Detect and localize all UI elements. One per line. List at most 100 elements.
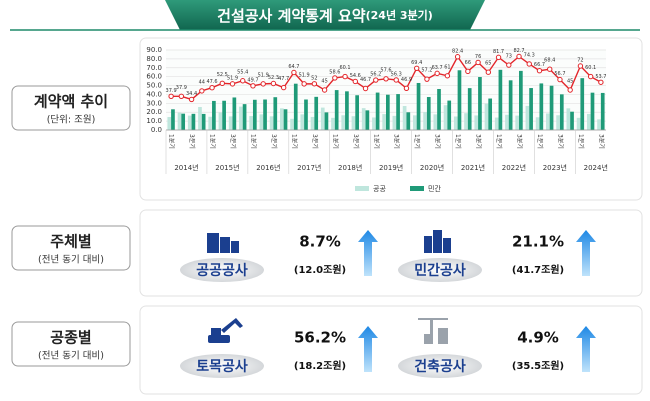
x-tick-label: 3분기 [270, 134, 278, 149]
name-disc [180, 354, 264, 378]
x-tick-label: 3분기 [352, 134, 360, 149]
data-label: 66 [465, 60, 471, 66]
total-point [485, 69, 492, 75]
total-point [587, 73, 594, 80]
bar [300, 114, 305, 130]
x-tick-label: 1분기 [168, 134, 176, 149]
total-point [219, 80, 225, 87]
total-point [188, 96, 195, 103]
name-disc [398, 354, 482, 378]
year-label: 2014년 [174, 163, 198, 172]
bar [252, 99, 257, 130]
data-label: 56.2 [370, 72, 381, 78]
total-point [577, 63, 584, 69]
x-tick-label: 1분기 [495, 134, 503, 149]
data-label: 45 [567, 79, 573, 85]
bar [535, 117, 540, 130]
data-label: 45 [321, 79, 327, 85]
y-tick-label: 70.0 [146, 64, 162, 72]
total-point [362, 85, 369, 92]
y-tick-label: 90.0 [146, 46, 162, 54]
item-name: 토목공사 [196, 359, 248, 375]
data-label: 82.4 [452, 48, 463, 54]
x-tick-label: 3분기 [516, 134, 524, 149]
data-label: 52.3 [268, 75, 279, 81]
icon-excavator [208, 318, 243, 343]
data-label: 56.3 [391, 71, 402, 77]
x-tick-label: 1분기 [290, 134, 298, 149]
bar [283, 109, 288, 130]
bar [355, 95, 359, 130]
data-label: 60.1 [339, 65, 350, 71]
card-panel [139, 209, 643, 297]
total-point [260, 81, 266, 87]
bar [375, 92, 380, 130]
total-point [332, 75, 338, 81]
data-label: 47.7 [278, 76, 289, 82]
total-point [250, 83, 256, 89]
item-name: 민간공사 [414, 262, 466, 279]
bar [539, 83, 544, 130]
bar [566, 108, 571, 130]
bar [181, 113, 186, 130]
bar [474, 115, 479, 130]
bar [345, 91, 349, 130]
bar [198, 106, 202, 130]
year-label: 2023년 [543, 163, 567, 172]
data-label: 44 [199, 79, 205, 85]
bar [570, 111, 574, 130]
x-tick-label: 3분기 [475, 134, 483, 149]
data-label: 74.3 [524, 52, 535, 58]
x-tick-label: 3분기 [434, 134, 442, 149]
bar [515, 115, 520, 130]
x-tick-label: 1분기 [536, 134, 544, 149]
bar [382, 114, 386, 130]
bar [263, 99, 267, 130]
total-point [342, 73, 348, 80]
total-point [209, 84, 215, 91]
total-point [301, 81, 307, 87]
item-amount: (18.2조원) [294, 359, 346, 372]
bar [423, 112, 427, 130]
bar [314, 96, 319, 130]
bar [519, 70, 523, 130]
total-point [526, 61, 532, 67]
data-label: 82.7 [513, 48, 524, 54]
bar [464, 113, 468, 130]
bar [167, 117, 172, 130]
bar [437, 89, 441, 130]
data-label: 51.9 [258, 72, 269, 78]
item-amount: (35.5조원) [512, 359, 564, 372]
y-tick-label: 50.0 [146, 82, 162, 90]
bar [559, 94, 564, 130]
total-point [413, 65, 420, 72]
title: 건설공사 계약통계 요약 [217, 7, 366, 25]
bar [365, 110, 370, 130]
data-label: 56.7 [554, 71, 565, 77]
data-label: 37.9 [166, 88, 177, 94]
total-point [168, 93, 174, 100]
bar [396, 94, 400, 130]
section-note: (단위: 조원) [47, 114, 96, 126]
data-label: 72 [577, 58, 583, 64]
bar [488, 98, 493, 130]
data-label: 64.7 [288, 64, 299, 70]
bar [586, 113, 591, 130]
bar [239, 106, 243, 130]
bar [290, 118, 294, 130]
x-tick-label: 1분기 [372, 134, 380, 149]
bar [191, 113, 196, 130]
up-arrow [358, 230, 378, 276]
y-tick-label: 40.0 [146, 90, 162, 98]
bar [351, 116, 356, 130]
total-point [557, 76, 563, 83]
x-tick-label: 1분기 [577, 134, 585, 149]
data-label: 76 [475, 54, 481, 60]
total-point [321, 87, 328, 93]
bar [590, 92, 595, 130]
year-label: 2017년 [297, 163, 321, 172]
bar [443, 105, 448, 130]
icon-private-building [424, 230, 451, 253]
total-point [434, 70, 440, 77]
total-point [199, 88, 205, 94]
